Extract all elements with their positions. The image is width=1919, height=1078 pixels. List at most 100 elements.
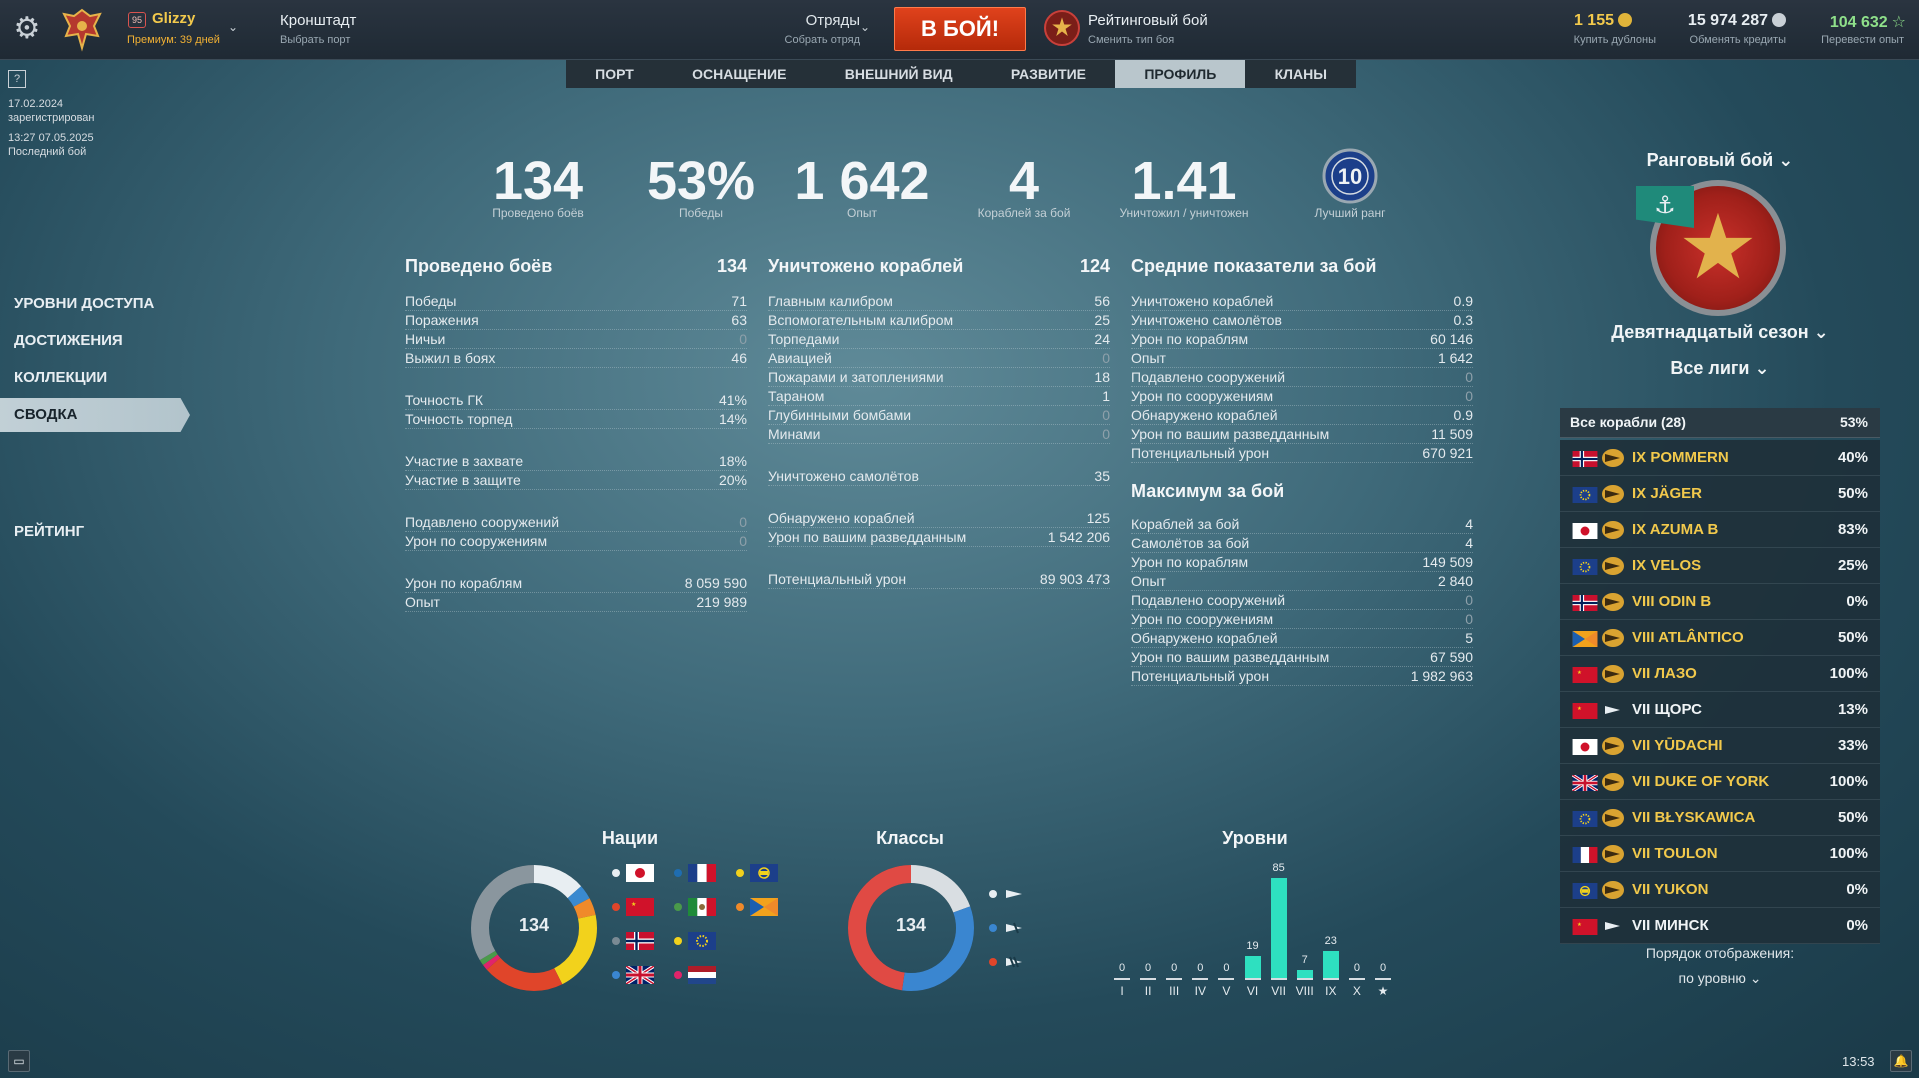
ship-row[interactable]: ★ VII ЛАЗО 100% [1560, 656, 1880, 692]
tab-port[interactable]: ПОРТ [595, 66, 634, 82]
sidebar-item-access-levels[interactable]: УРОВНИ ДОСТУПА [14, 295, 155, 312]
port-select-label[interactable]: Выбрать порт [280, 34, 351, 46]
chevron-down-icon[interactable]: ⌄ [860, 20, 871, 34]
col1-title: Проведено боёв [405, 256, 553, 276]
flag-europe-icon [688, 932, 716, 950]
stat-label: Обнаружено кораблей [1131, 407, 1278, 423]
settings-gear-icon[interactable]: ⚙ [13, 12, 41, 45]
chevron-down-icon[interactable]: ⌄ [228, 20, 239, 34]
stat-label: Урон по кораблям [405, 575, 523, 591]
stat-label: Урон по кораблям [1131, 331, 1249, 347]
clan-emblem-icon[interactable] [60, 6, 104, 52]
sidebar-item-collections[interactable]: КОЛЛЕКЦИИ [14, 369, 108, 386]
division-sub[interactable]: Собрать отряд [784, 34, 860, 46]
stat-row: Подавлено сооружений 0 [1131, 591, 1473, 610]
ship-class-icon [1602, 737, 1624, 755]
division-title[interactable]: Отряды [805, 12, 860, 29]
port-name[interactable]: Кронштадт [280, 12, 357, 29]
tab-profile[interactable]: ПРОФИЛЬ [1115, 60, 1246, 88]
stat-value: 4 [1465, 516, 1473, 532]
star-icon: ☆ [1891, 14, 1906, 31]
stat-value: 0 [1465, 388, 1473, 404]
chevron-down-icon: ⌄ [1808, 322, 1829, 342]
ship-row[interactable]: VII YUKON 0% [1560, 872, 1880, 908]
ship-row[interactable]: VIII ODIN B 0% [1560, 584, 1880, 620]
stat-row: Урон по сооружениям 0 [405, 532, 747, 551]
stat-row: Обнаружено кораблей 5 [1131, 629, 1473, 648]
ship-name: VII YŪDACHI [1632, 737, 1723, 754]
stat-value: 46 [731, 350, 747, 366]
exchange-credits-label[interactable]: Обменять кредиты [1689, 34, 1786, 46]
stat-row: Победы 71 [405, 292, 747, 311]
ship-name: IX JÄGER [1632, 485, 1703, 502]
sidebar-item-achievements[interactable]: ДОСТИЖЕНИЯ [14, 332, 123, 349]
ship-row[interactable]: IX JÄGER 50% [1560, 476, 1880, 512]
stat-row: Уничтожено кораблей 0.9 [1131, 292, 1473, 311]
stat-row: Подавлено сооружений 0 [1131, 368, 1473, 387]
level-label: V [1222, 984, 1231, 998]
ship-row[interactable]: VII BŁYSKAWICA 50% [1560, 800, 1880, 836]
legend-dot [989, 890, 997, 898]
stat-value: 35 [1094, 468, 1110, 484]
flag-uk-icon [625, 964, 655, 986]
nations-donut-chart [471, 865, 597, 991]
legend-dot [736, 903, 744, 911]
stat-row: Пожарами и затоплениями 18 [768, 368, 1110, 387]
account-name[interactable]: Glizzy [152, 10, 196, 27]
ships-list-header[interactable]: Все корабли (28) 53% [1560, 408, 1880, 438]
ship-row[interactable]: VII YŪDACHI 33% [1560, 728, 1880, 764]
stat-label: Подавлено сооружений [1131, 592, 1286, 608]
battle-mode-sub[interactable]: Сменить тип боя [1088, 34, 1175, 46]
convert-xp-label[interactable]: Перевести опыт [1821, 34, 1904, 46]
credits-value[interactable]: 15 974 287 [1670, 12, 1786, 30]
ship-row[interactable]: IX POMMERN 40% [1560, 440, 1880, 476]
league-title[interactable]: Все лиги ⌄ [1670, 358, 1770, 378]
tab-clans[interactable]: КЛАНЫ [1274, 66, 1327, 82]
ship-winrate: 40% [1837, 449, 1868, 466]
ship-row[interactable]: IX VELOS 25% [1560, 548, 1880, 584]
ranked-battle-icon[interactable] [1044, 10, 1080, 46]
stat-row: Потенциальный урон 670 921 [1131, 444, 1473, 463]
sidebar-item-rating[interactable]: РЕЙТИНГ [14, 523, 85, 540]
doubloons-value[interactable]: 1 155 [1530, 12, 1632, 30]
stat-value: 25 [1094, 312, 1110, 328]
summary-battles-value: 134 [492, 151, 584, 211]
stat-label: Ничьи [405, 331, 446, 347]
stat-row: Вспомогательным калибром 25 [768, 311, 1110, 330]
ship-row[interactable]: IX AZUMA B 83% [1560, 512, 1880, 548]
stat-label: Пожарами и затоплениями [768, 369, 944, 385]
season-title[interactable]: Девятнадцатый сезон ⌄ [1611, 322, 1829, 342]
sidebar-item-summary[interactable]: СВОДКА [0, 398, 190, 432]
ship-row[interactable]: ★ VII ЩОРС 13% [1560, 692, 1880, 728]
stat-value: 1 982 963 [1410, 668, 1473, 684]
display-order-select[interactable]: по уровню ⌄ [1678, 970, 1762, 986]
battle-button[interactable]: В БОЙ! [894, 7, 1026, 51]
notifications-bell-icon[interactable]: 🔔 [1890, 1050, 1912, 1072]
stat-value: 5 [1465, 630, 1473, 646]
ship-row[interactable]: VII DUKE OF YORK 100% [1560, 764, 1880, 800]
stat-label: Потенциальный урон [1131, 445, 1270, 461]
free-xp-value[interactable]: 104 632 ☆ [1829, 14, 1906, 31]
ship-row[interactable]: VIII ATLÂNTICO 50% [1560, 620, 1880, 656]
tab-exterior[interactable]: ВНЕШНИЙ ВИД [844, 66, 953, 82]
ship-winrate: 83% [1837, 521, 1868, 538]
ship-winrate: 50% [1837, 629, 1868, 646]
tab-equipment[interactable]: ОСНАЩЕНИЕ [692, 66, 787, 82]
ship-row[interactable]: VII TOULON 100% [1560, 836, 1880, 872]
rank-mode-title[interactable]: Ранговый бой ⌄ [1646, 150, 1794, 170]
tab-development[interactable]: РАЗВИТИЕ [1010, 66, 1087, 82]
ship-class-icon [1602, 665, 1624, 683]
chat-icon[interactable]: ▭ [8, 1050, 30, 1072]
ship-name: IX VELOS [1632, 557, 1702, 574]
help-icon[interactable]: ? [8, 70, 26, 88]
level-value: 0 [1197, 962, 1204, 974]
stat-value: 0 [739, 533, 747, 549]
stat-label: Точность торпед [405, 411, 513, 427]
ship-row[interactable]: ★ VII МИНСК 0% [1560, 908, 1880, 944]
ship-name: VII BŁYSKAWICA [1632, 809, 1756, 826]
battle-mode-title[interactable]: Рейтинговый бой [1088, 12, 1208, 29]
stat-row: Потенциальный урон 89 903 473 [768, 570, 1110, 589]
buy-doubloons-label[interactable]: Купить дублоны [1573, 34, 1656, 46]
ship-name: VII ЛАЗО [1632, 665, 1697, 682]
stat-label: Кораблей за бой [1131, 516, 1240, 532]
